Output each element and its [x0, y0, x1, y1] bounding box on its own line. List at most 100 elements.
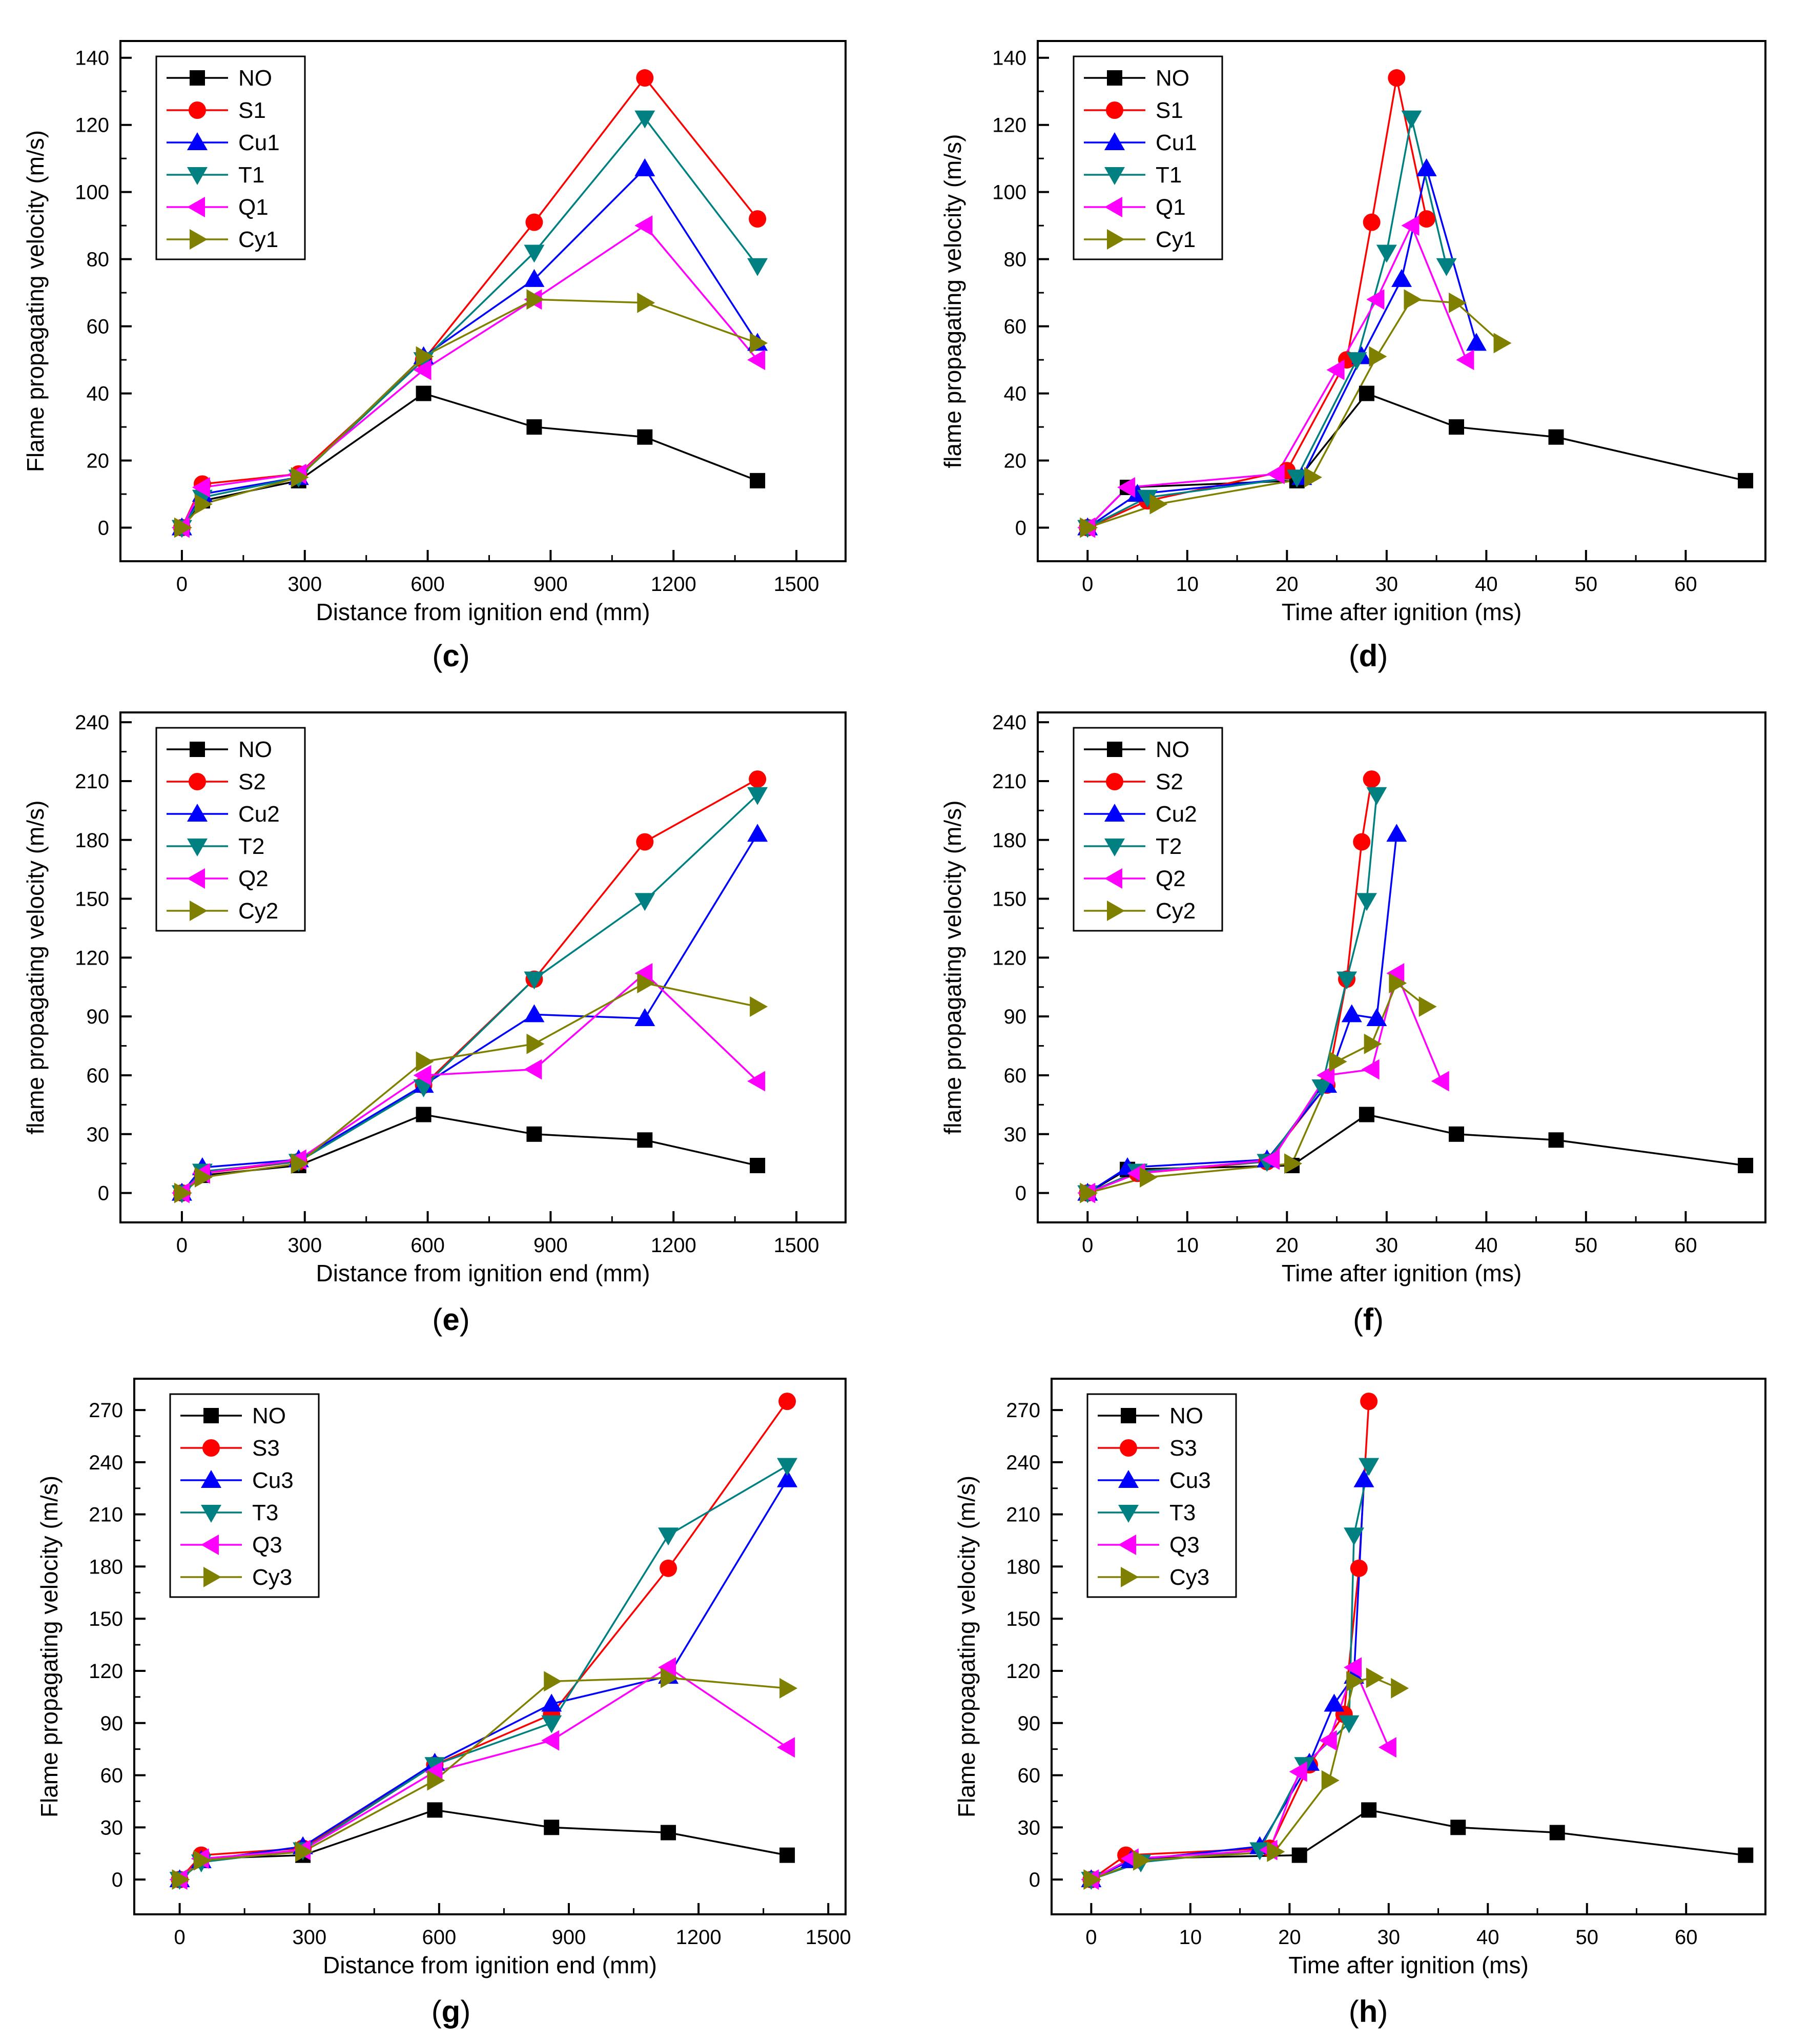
data-point-S1 [636, 69, 654, 87]
x-tick-label: 0 [1082, 573, 1093, 596]
plot-frame [133, 1378, 847, 1915]
y-tick-label: 60 [1004, 316, 1027, 338]
y-axis-label: Flame propagating velocity (m/s) [953, 1476, 980, 1817]
y-tick-label: 30 [87, 1123, 110, 1146]
legend-label: Cy3 [1169, 1565, 1209, 1590]
x-tick-label: 300 [287, 1234, 322, 1257]
data-point-Cy2 [174, 1182, 192, 1203]
x-tick-label: 40 [1476, 1926, 1499, 1949]
data-point-NO [1448, 1126, 1464, 1142]
legend-label: T3 [1169, 1500, 1196, 1525]
data-point-Cy1 [194, 494, 213, 515]
x-tick-label: 10 [1176, 573, 1199, 596]
data-point-Q1 [1401, 215, 1420, 236]
legend-marker-S2 [1106, 773, 1123, 790]
data-point-Cy1 [416, 346, 434, 367]
data-point-NO [1448, 419, 1464, 435]
data-point-Cy2 [416, 1051, 434, 1072]
data-point-Cy1 [1404, 289, 1422, 310]
legend-label: S3 [252, 1436, 280, 1461]
data-point-Q1 [747, 350, 766, 371]
chart-panel-e: 0 300 600 900 1200 1500 0 30 60 90 120 150 180 210 240… [22, 711, 847, 1337]
legend-marker-T1 [1104, 167, 1125, 185]
data-point-Cy1 [291, 467, 309, 488]
legend-label: Q3 [1169, 1532, 1200, 1558]
y-tick-label: 80 [1004, 249, 1027, 271]
data-point-T3 [777, 1458, 798, 1476]
legend-marker-NO [190, 742, 205, 757]
x-axis-label: Time after ignition (ms) [1282, 1260, 1522, 1286]
data-point-T2 [1366, 787, 1387, 805]
data-point-Cu3 [777, 1469, 798, 1487]
data-point-Cy1 [750, 333, 768, 354]
data-point-Q1 [413, 359, 431, 380]
x-tick-label: 0 [1085, 1926, 1097, 1949]
data-point-Q3 [1319, 1730, 1337, 1751]
legend-marker-Cu3 [201, 1470, 221, 1488]
legend-label: T2 [238, 834, 264, 859]
x-tick-label: 50 [1575, 1234, 1598, 1257]
x-tick-label: 50 [1575, 573, 1598, 596]
data-point-Cy3 [1366, 1667, 1384, 1688]
x-tick-label: 0 [1082, 1234, 1093, 1257]
y-tick-label: 120 [75, 114, 109, 137]
y-tick-label: 120 [1006, 1660, 1040, 1683]
data-point-Q1 [1366, 289, 1385, 310]
legend-label: Cy3 [252, 1565, 292, 1590]
data-point-Cy3 [1267, 1841, 1285, 1862]
data-point-Cy1 [1448, 292, 1467, 313]
data-point-T1 [1401, 110, 1422, 129]
x-tick-label: 40 [1475, 1234, 1498, 1257]
data-point-Q1 [1456, 350, 1474, 371]
legend-label: T3 [252, 1500, 278, 1525]
data-point-T1 [747, 258, 768, 276]
y-tick-label: 0 [1015, 1182, 1026, 1205]
data-point-Cy3 [1321, 1770, 1340, 1791]
data-point-T3 [1339, 1715, 1360, 1733]
legend-label: S1 [238, 98, 266, 123]
data-point-NO [750, 1158, 766, 1174]
data-point-S1 [749, 210, 767, 228]
legend: NO S3 Cu3 T3 Q3 Cy3 [169, 1393, 320, 1598]
legend-marker-Cu1 [187, 132, 208, 150]
y-tick-label: 270 [89, 1399, 123, 1422]
legend-label: Q1 [238, 195, 269, 220]
data-point-NO [1359, 1107, 1374, 1122]
data-point-Cy2 [1080, 1182, 1098, 1203]
data-point-Q1 [1266, 463, 1285, 484]
x-tick-label: 1200 [676, 1926, 722, 1949]
legend-marker-Q1 [1104, 197, 1122, 217]
data-point-Cy1 [1080, 517, 1098, 538]
data-point-Cu2 [1341, 1004, 1362, 1023]
data-point-Cu1 [1416, 158, 1437, 176]
data-point-Cy3 [1133, 1850, 1152, 1871]
y-tick-label: 0 [98, 1182, 109, 1205]
x-tick-label: 300 [292, 1926, 326, 1949]
data-point-Cu3 [1324, 1693, 1345, 1712]
legend-marker-Cu1 [1104, 132, 1125, 150]
data-point-Cy3 [427, 1770, 445, 1791]
legend: NO S2 Cu2 T2 Q2 Cy2 [1073, 727, 1223, 932]
x-tick-label: 0 [176, 573, 188, 596]
legend: NO S2 Cu2 T2 Q2 Cy2 [155, 727, 306, 932]
x-tick-label: 600 [410, 573, 445, 596]
data-point-Cy3 [172, 1869, 190, 1890]
legend-marker-Cy1 [190, 229, 208, 250]
chart-panel-g: 0 300 600 900 1200 1500 0 30 60 90 120 150 180 210 240… [36, 1378, 851, 2029]
data-point-Q2 [1386, 963, 1405, 984]
legend-label: T1 [1156, 162, 1182, 188]
y-tick-label: 40 [87, 383, 110, 405]
legend-box [1073, 727, 1223, 932]
y-tick-label: 210 [1006, 1504, 1040, 1526]
data-point-Cy3 [1083, 1869, 1102, 1890]
legend-box [155, 727, 306, 932]
legend-marker-Q2 [187, 868, 205, 889]
y-tick-label: 60 [100, 1765, 124, 1787]
chart-panel-d: 0 10 20 30 40 50 60 0 20 40 60 80 100 120 140 Time afte… [939, 40, 1766, 673]
data-point-Cy2 [1139, 1167, 1158, 1188]
legend-label: NO [238, 737, 272, 762]
legend-marker-NO [1107, 70, 1122, 86]
data-point-S1 [1388, 69, 1406, 87]
data-point-T3 [1344, 1527, 1365, 1546]
